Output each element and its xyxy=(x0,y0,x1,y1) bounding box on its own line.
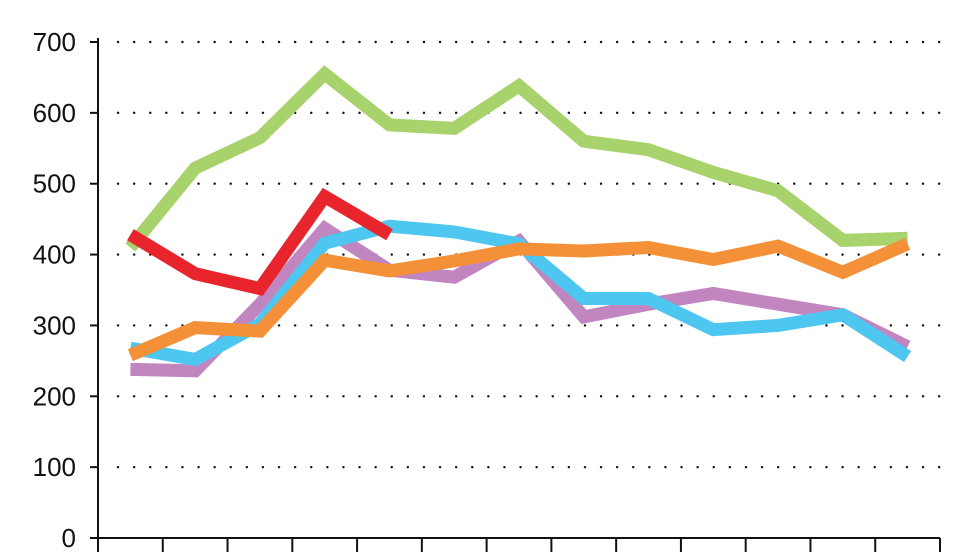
y-tick-label-100: 100 xyxy=(33,452,76,482)
series-line-5 xyxy=(127,187,393,296)
y-tick-label-0: 0 xyxy=(62,523,76,552)
y-tick-label-400: 400 xyxy=(33,240,76,270)
series-line-4 xyxy=(127,237,911,362)
y-tick-label-200: 200 xyxy=(33,381,76,411)
y-tick-label-300: 300 xyxy=(33,310,76,340)
series-lines xyxy=(125,65,912,378)
y-axis-tick-labels: 0 100 200 300 400 500 600 700 xyxy=(33,27,98,552)
y-tick-label-700: 700 xyxy=(33,27,76,57)
y-tick-label-500: 500 xyxy=(33,169,76,199)
series-line-1 xyxy=(125,65,908,252)
y-tick-label-600: 600 xyxy=(33,98,76,128)
axes xyxy=(97,38,940,552)
x-axis-ticks xyxy=(97,538,941,552)
